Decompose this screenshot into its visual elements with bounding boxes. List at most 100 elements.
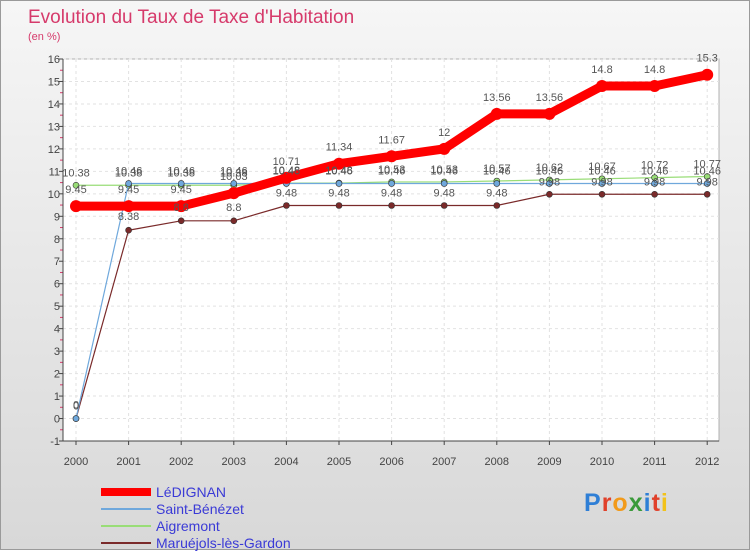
data-label: 9.45	[170, 184, 191, 196]
data-point	[598, 180, 606, 187]
y-tick-label: 2	[54, 369, 60, 381]
data-point	[440, 180, 448, 187]
data-label: 0	[73, 400, 79, 412]
data-label: 10.57	[483, 163, 511, 175]
data-label: 10.48	[325, 165, 353, 177]
legend-swatch	[101, 525, 151, 527]
data-point	[333, 157, 345, 170]
data-label: 9.98	[644, 176, 665, 188]
x-tick-label: 2001	[116, 456, 140, 468]
x-tick-label: 2004	[274, 456, 298, 468]
chart-title: Evolution du Taux de Taxe d'Habitation	[28, 7, 355, 28]
data-point	[388, 202, 395, 209]
data-label: 10.46	[430, 165, 458, 177]
data-label: 10.72	[641, 160, 669, 172]
data-label: 8.8	[226, 202, 241, 214]
data-label: 0	[73, 401, 79, 413]
data-label: 10.46	[536, 165, 564, 177]
data-label: 9.45	[65, 184, 86, 196]
data-point	[490, 107, 503, 120]
data-point	[546, 180, 553, 187]
data-point	[493, 180, 501, 187]
y-tick-label: 10	[48, 189, 60, 201]
data-label: 9.48	[486, 188, 507, 200]
y-tick-label: 13	[48, 121, 60, 133]
data-point	[546, 190, 553, 198]
data-point	[125, 226, 132, 234]
data-label: 10.46	[693, 165, 721, 177]
data-point	[175, 200, 188, 213]
unit-label: (en %)	[28, 31, 61, 43]
proxiti-logo: Proxiti	[584, 489, 669, 518]
data-label: 10.62	[536, 162, 564, 174]
legend: LéDIGNAN Saint-Bénézet Aigremont Maruéjols-…	[101, 484, 401, 552]
legend-label: LéDIGNAN	[156, 484, 227, 500]
data-label: 10.03	[220, 171, 248, 183]
y-tick-label: 7	[54, 256, 60, 268]
data-point	[230, 180, 238, 187]
legend-swatch	[101, 508, 151, 510]
data-label: 9.98	[696, 176, 717, 188]
data-label: 12	[438, 127, 450, 139]
data-point	[703, 190, 711, 198]
logo-letter: x	[628, 489, 644, 517]
data-point	[125, 180, 132, 187]
y-tick-label: 1	[54, 391, 60, 403]
data-point	[440, 202, 448, 209]
data-label: 9.48	[276, 188, 297, 200]
legend-item-aigremont: Aigremont	[101, 518, 401, 535]
data-label: 9.98	[591, 176, 612, 188]
data-label: 9.48	[328, 188, 349, 200]
data-label: 10.46	[325, 165, 353, 177]
data-point	[335, 202, 343, 209]
y-tick-label: 4	[54, 324, 60, 336]
data-label: 10.46	[483, 165, 511, 177]
y-tick-label: 5	[54, 301, 60, 313]
data-label: 14.8	[644, 64, 665, 76]
y-tick-label: 0	[54, 414, 60, 426]
data-label: 13.56	[483, 92, 511, 104]
y-tick-label: -1	[50, 436, 60, 448]
data-label: 10.38	[220, 167, 248, 179]
legend-item-ledignan: LéDIGNAN	[101, 484, 401, 501]
legend-swatch	[101, 488, 151, 496]
data-point	[493, 202, 501, 209]
data-point	[72, 415, 80, 422]
data-point	[177, 180, 185, 187]
legend-item-maruejols-les-gardon: Maruéjols-lès-Gardon	[101, 535, 401, 552]
y-tick-label: 6	[54, 279, 60, 291]
legend-label: Saint-Bénézet	[156, 501, 244, 517]
y-tick-label: 8	[54, 234, 60, 246]
data-point	[72, 181, 80, 189]
data-label: 8.38	[118, 211, 139, 223]
y-tick-label: 9	[54, 211, 60, 223]
x-tick-label: 2010	[590, 456, 614, 468]
y-tick-label: 14	[48, 99, 60, 111]
x-tick-label: 2008	[485, 456, 509, 468]
data-point	[438, 142, 451, 155]
x-tick-label: 2000	[64, 456, 88, 468]
data-point	[227, 187, 240, 200]
data-point	[280, 171, 293, 184]
plot-area	[62, 58, 720, 442]
data-label: 10.46	[167, 165, 195, 177]
data-label: 10.46	[378, 165, 406, 177]
data-label: 10.46	[273, 165, 301, 177]
data-point	[651, 190, 658, 198]
data-point	[70, 200, 82, 213]
data-point	[388, 180, 395, 187]
x-tick-label: 2002	[169, 456, 193, 468]
data-label: 14.8	[591, 64, 612, 76]
data-point	[543, 107, 556, 120]
legend-swatch	[101, 542, 151, 544]
data-label: 10.53	[430, 164, 458, 176]
data-label: 10.67	[588, 161, 616, 173]
data-point	[596, 79, 608, 92]
logo-letter: t	[651, 489, 661, 517]
x-tick-label: 2012	[695, 456, 719, 468]
data-point	[230, 217, 238, 225]
logo-letter: P	[584, 489, 602, 517]
y-tick-label: 16	[48, 54, 60, 66]
logo-letter: i	[660, 489, 669, 517]
